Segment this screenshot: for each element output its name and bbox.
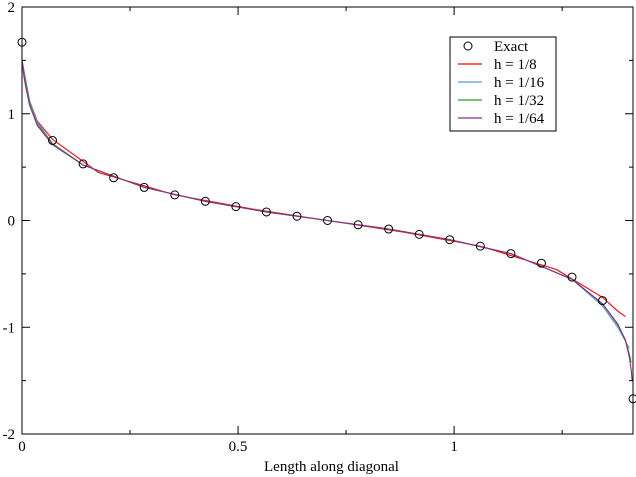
y-tick-label: 1 xyxy=(8,107,16,123)
series-line-4 xyxy=(21,60,633,381)
legend-marker xyxy=(463,41,473,51)
y-tick-label: 0 xyxy=(8,214,16,230)
x-tick-label: 0.5 xyxy=(229,439,248,455)
exact-point xyxy=(323,216,333,225)
exact-point xyxy=(384,224,394,234)
legend-box xyxy=(449,36,557,132)
x-tick-label: 0 xyxy=(18,439,26,455)
exact-point xyxy=(261,207,271,217)
legend-label: Exact xyxy=(494,39,529,55)
exact-point xyxy=(170,190,180,200)
exact-point xyxy=(475,241,485,251)
exact-point xyxy=(506,249,516,259)
exact-point xyxy=(598,296,608,306)
exact-point xyxy=(445,235,455,245)
ticks-layer: 0 0.5 1 -2 -1 0 1 2 xyxy=(3,0,633,455)
legend-label: h = 1/8 xyxy=(494,57,537,73)
y-tick-label: 2 xyxy=(8,0,16,16)
exact-point xyxy=(139,182,149,192)
exact-point xyxy=(292,211,302,221)
exact-point xyxy=(78,159,88,169)
legend-label: h = 1/64 xyxy=(494,111,545,127)
exact-point xyxy=(48,135,58,145)
exact-point xyxy=(109,173,119,183)
exact-point xyxy=(231,202,241,212)
legend: Exact h = 1/8 h = 1/16 h = 1/32 h = 1/64 xyxy=(449,36,557,132)
y-tick-label: -1 xyxy=(3,320,16,336)
exact-point xyxy=(567,272,577,282)
exact-point xyxy=(536,258,546,268)
x-tick-label: 1 xyxy=(450,439,458,455)
legend-label: h = 1/32 xyxy=(494,93,544,109)
exact-point xyxy=(414,229,424,239)
y-tick-label: -2 xyxy=(3,427,16,443)
legend-label: h = 1/16 xyxy=(494,75,545,91)
series-layer xyxy=(17,37,636,404)
exact-point xyxy=(200,196,210,206)
x-axis-title: Length along diagonal xyxy=(264,459,399,475)
exact-point xyxy=(353,220,363,230)
